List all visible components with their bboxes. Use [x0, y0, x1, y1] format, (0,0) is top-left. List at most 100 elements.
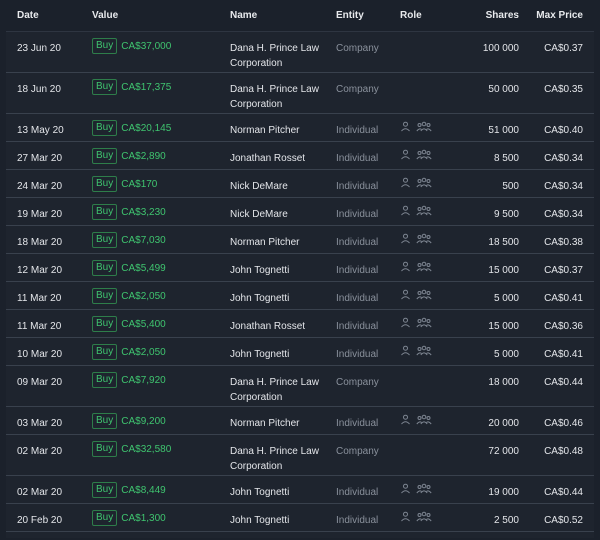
table-row[interactable]: 02 Mar 20 Buy CA$32,580 Dana H. Prince Law … [6, 435, 594, 476]
group-icon[interactable] [416, 483, 432, 499]
max-price: CA$0.48 [544, 446, 583, 457]
row-value: Buy CA$20,145 [86, 114, 224, 136]
table-header: Date Value Name Entity Role Shares Max P… [6, 0, 594, 32]
insider-name[interactable]: Dana H. Prince Law Corporation [230, 377, 319, 403]
person-icon[interactable] [400, 121, 411, 137]
person-icon[interactable] [400, 414, 411, 430]
header-date[interactable]: Date [17, 10, 39, 21]
insider-name[interactable]: Jonathan Rosset [230, 321, 306, 332]
role-cell [393, 282, 459, 305]
insider-name[interactable]: John Tognetti [230, 293, 290, 304]
buy-badge: Buy [92, 232, 118, 248]
person-icon[interactable] [400, 511, 411, 527]
insider-name[interactable]: Norman Pitcher [230, 125, 300, 136]
group-icon[interactable] [416, 205, 432, 221]
buy-badge: Buy [92, 148, 118, 164]
header-shares[interactable]: Shares [485, 10, 519, 21]
insider-name[interactable]: Dana H. Prince Law Corporation [230, 84, 319, 110]
shares: 18 000 [488, 377, 519, 388]
person-icon[interactable] [400, 177, 411, 193]
person-icon[interactable] [400, 483, 411, 499]
max-price: CA$0.44 [544, 377, 583, 388]
header-max-price[interactable]: Max Price [536, 10, 583, 21]
role-cell [393, 338, 459, 361]
insider-name[interactable]: Norman Pitcher [230, 237, 300, 248]
insider-name[interactable]: John Tognetti [230, 265, 290, 276]
group-icon[interactable] [416, 289, 432, 305]
table-row[interactable]: 02 Mar 20 Buy CA$8,449 John Tognetti Individ… [6, 476, 594, 504]
group-icon[interactable] [416, 317, 432, 333]
table-row[interactable]: 20 Feb 20 Buy CA$1,300 John Tognetti Individ… [6, 504, 594, 532]
header-role[interactable]: Role [400, 10, 422, 21]
table-row[interactable]: 19 Mar 20 Buy CA$3,230 Nick DeMare Individua… [6, 198, 594, 226]
table-row[interactable]: 10 Mar 20 Buy CA$2,050 John Tognetti Individ… [6, 338, 594, 366]
table-row[interactable]: 24 Mar 20 Buy CA$170 Nick DeMare Individual 5… [6, 170, 594, 198]
entity-type: Company [336, 377, 379, 388]
table-row[interactable]: 11 Mar 20 Buy CA$5,400 Jonathan Rosset Indiv… [6, 310, 594, 338]
entity-type: Individual [336, 181, 379, 192]
entity-type: Individual [336, 321, 379, 332]
person-icon[interactable] [400, 233, 411, 249]
row-value: Buy CA$1,300 [86, 504, 224, 526]
buy-badge: Buy [92, 510, 118, 526]
buy-badge: Buy [92, 441, 118, 457]
entity-type: Individual [336, 265, 379, 276]
header-value[interactable]: Value [92, 10, 119, 21]
max-price: CA$0.37 [544, 265, 583, 276]
buy-badge: Buy [92, 372, 118, 388]
group-icon[interactable] [416, 261, 432, 277]
role-cell [393, 435, 459, 442]
insider-transactions-table: Date Value Name Entity Role Shares Max P… [6, 0, 594, 538]
table-row[interactable] [6, 532, 594, 538]
table-row[interactable]: 11 Mar 20 Buy CA$2,050 John Tognetti Individ… [6, 282, 594, 310]
group-icon[interactable] [416, 345, 432, 361]
insider-name[interactable]: Norman Pitcher [230, 418, 300, 429]
buy-badge: Buy [92, 482, 118, 498]
row-value: Buy CA$7,030 [86, 226, 224, 248]
insider-name[interactable]: Nick DeMare [230, 181, 288, 192]
table-row[interactable]: 18 Jun 20 Buy CA$17,375 Dana H. Prince Law … [6, 73, 594, 114]
table-row[interactable]: 09 Mar 20 Buy CA$7,920 Dana H. Prince Law C… [6, 366, 594, 407]
row-date: 20 Feb 20 [17, 515, 63, 526]
insider-name[interactable]: Nick DeMare [230, 209, 288, 220]
person-icon[interactable] [400, 289, 411, 305]
transaction-value: CA$32,580 [121, 443, 172, 455]
row-date: 27 Mar 20 [17, 153, 63, 164]
group-icon[interactable] [416, 149, 432, 165]
row-date: 03 Mar 20 [17, 418, 63, 429]
person-icon[interactable] [400, 261, 411, 277]
insider-name[interactable]: Dana H. Prince Law Corporation [230, 446, 319, 472]
insider-name[interactable]: John Tognetti [230, 349, 290, 360]
table-row[interactable]: 13 May 20 Buy CA$20,145 Norman Pitcher Indiv… [6, 114, 594, 142]
shares: 19 000 [488, 487, 519, 498]
shares: 15 000 [488, 321, 519, 332]
group-icon[interactable] [416, 414, 432, 430]
group-icon[interactable] [416, 121, 432, 137]
person-icon[interactable] [400, 205, 411, 221]
insider-name[interactable]: Dana H. Prince Law Corporation [230, 43, 319, 69]
role-cell [393, 73, 459, 80]
group-icon[interactable] [416, 233, 432, 249]
group-icon[interactable] [416, 177, 432, 193]
table-row[interactable]: 27 Mar 20 Buy CA$2,890 Jonathan Rosset Indiv… [6, 142, 594, 170]
table-row[interactable]: 12 Mar 20 Buy CA$5,499 John Tognetti Individ… [6, 254, 594, 282]
max-price: CA$0.34 [544, 153, 583, 164]
table-row[interactable]: 03 Mar 20 Buy CA$9,200 Norman Pitcher Indivi… [6, 407, 594, 435]
person-icon[interactable] [400, 317, 411, 333]
row-date: 13 May 20 [17, 125, 64, 136]
person-icon[interactable] [400, 149, 411, 165]
insider-name[interactable]: John Tognetti [230, 515, 290, 526]
transaction-value: CA$2,890 [121, 150, 166, 162]
group-icon[interactable] [416, 511, 432, 527]
insider-name[interactable]: Jonathan Rosset [230, 153, 306, 164]
header-name[interactable]: Name [230, 10, 258, 21]
table-row[interactable]: 23 Jun 20 Buy CA$37,000 Dana H. Prince Law … [6, 32, 594, 73]
transaction-value: CA$2,050 [121, 290, 166, 302]
insider-name[interactable]: John Tognetti [230, 487, 290, 498]
shares: 72 000 [488, 446, 519, 457]
entity-type: Company [336, 446, 379, 457]
table-row[interactable]: 18 Mar 20 Buy CA$7,030 Norman Pitcher Indivi… [6, 226, 594, 254]
person-icon[interactable] [400, 345, 411, 361]
row-value: Buy CA$32,580 [86, 435, 224, 457]
header-entity[interactable]: Entity [336, 10, 364, 21]
